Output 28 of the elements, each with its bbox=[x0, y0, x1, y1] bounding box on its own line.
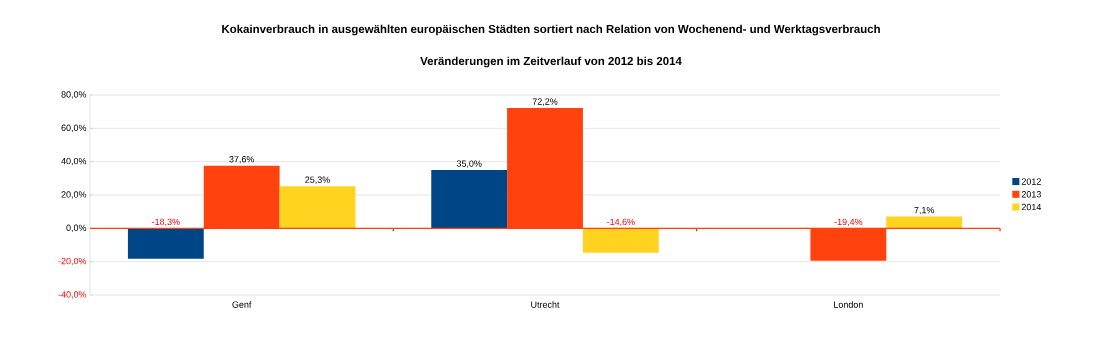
x-tick-label: London bbox=[834, 301, 863, 308]
bar bbox=[886, 216, 963, 229]
data-label: 7,1% bbox=[914, 206, 935, 215]
data-label: -18,3% bbox=[152, 218, 180, 227]
chart-subtitle: Veränderungen im Zeitverlauf von 2012 bis 2014 bbox=[420, 56, 682, 68]
legend-label: 2012 bbox=[1021, 178, 1041, 185]
bar bbox=[431, 169, 508, 229]
bar bbox=[582, 228, 659, 253]
data-label: 35,0% bbox=[456, 160, 482, 168]
y-tick-label: 80,0% bbox=[61, 91, 87, 99]
y-tick-label: 20,0% bbox=[61, 191, 87, 199]
data-label: 25,3% bbox=[305, 176, 330, 184]
x-tick-label: Genf bbox=[232, 301, 252, 308]
y-tick-label: -40,0% bbox=[58, 291, 87, 299]
data-label: -19,4% bbox=[834, 218, 863, 227]
data-label: 37,6% bbox=[229, 156, 255, 164]
bar bbox=[279, 186, 356, 229]
bar bbox=[127, 228, 204, 259]
legend-label: 2014 bbox=[1021, 203, 1042, 211]
x-tick-label: Utrecht bbox=[531, 301, 560, 308]
chart-title: Kokainverbrauch in ausgewählten europäischen Städten sortiert nach Relation von Wochenend- und Werktagsverbrauch bbox=[222, 24, 880, 36]
y-tick-label: 40,0% bbox=[61, 157, 87, 166]
y-tick-label: 0,0% bbox=[66, 224, 87, 233]
y-tick-label: -20,0% bbox=[58, 257, 87, 266]
legend-label: 2013 bbox=[1021, 191, 1041, 198]
y-tick-label: 60,0% bbox=[61, 124, 87, 133]
data-label: -14,6% bbox=[607, 218, 635, 227]
data-label: 72,2% bbox=[532, 98, 558, 106]
